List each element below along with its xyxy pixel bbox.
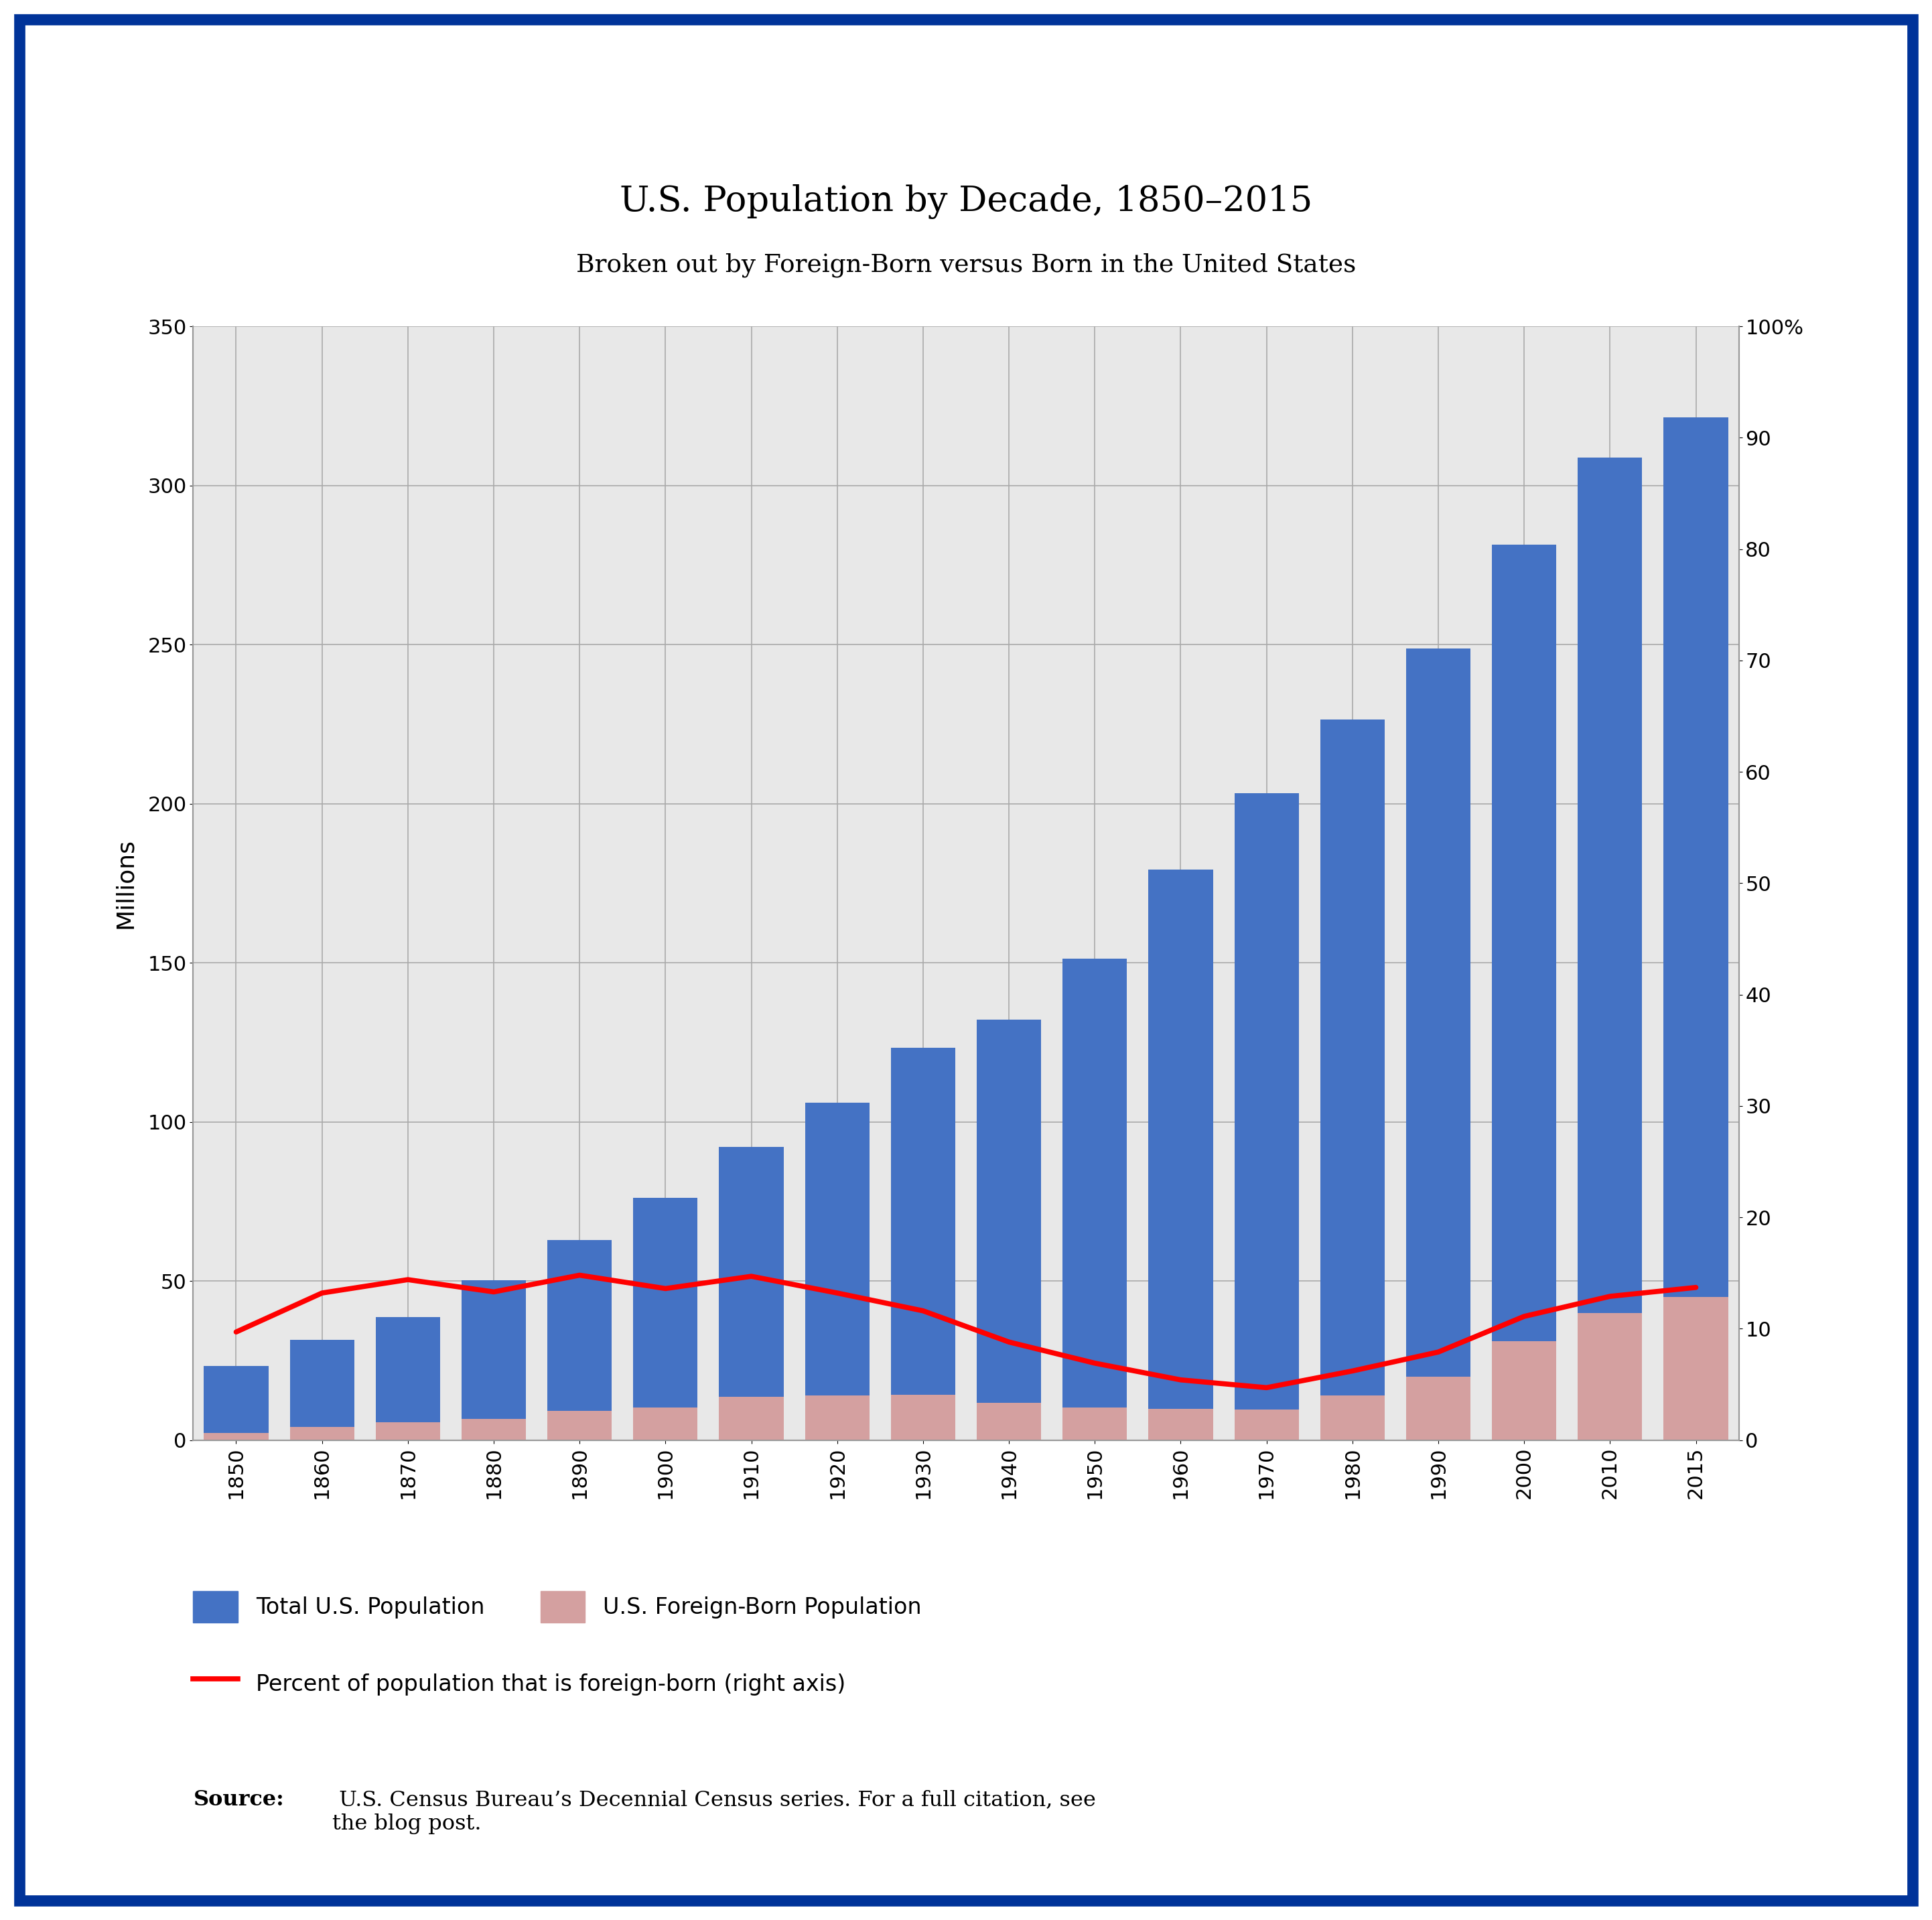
Bar [462,1419,526,1440]
Bar [719,1146,784,1440]
Bar [1578,457,1642,1440]
Bar [806,1396,869,1440]
Percent of population that is foreign-born (right axis) [568,1263,591,1286]
Text: U.S. Population by Decade, 1850–2015: U.S. Population by Decade, 1850–2015 [620,184,1312,219]
Percent of population that is foreign-born (right axis) [825,1281,848,1304]
Bar [290,1427,354,1440]
Percent of population that is foreign-born (right axis) [1426,1340,1449,1363]
Percent of population that is foreign-born (right axis) [396,1267,419,1290]
Bar [375,1423,440,1440]
Bar [1406,649,1470,1440]
Bar [1235,793,1298,1440]
Percent of population that is foreign-born (right axis) [1685,1277,1708,1300]
Bar [1320,720,1385,1440]
Bar [634,1198,697,1440]
Percent of population that is foreign-born (right axis) [1513,1306,1536,1329]
Bar [375,1317,440,1440]
Bar [1663,1296,1727,1440]
Bar [634,1407,697,1440]
Bar [1492,545,1557,1440]
Bar [1148,1409,1213,1440]
Bar [1578,1313,1642,1440]
Bar [205,1432,269,1440]
Bar [1320,1396,1385,1440]
Percent of population that is foreign-born (right axis) [311,1281,334,1304]
Text: Source:: Source: [193,1789,284,1811]
Percent of population that is foreign-born (right axis) [1341,1359,1364,1382]
Bar [1663,417,1727,1440]
Bar [978,1020,1041,1440]
Bar [978,1404,1041,1440]
Legend: Total U.S. Population, U.S. Foreign-Born Population: Total U.S. Population, U.S. Foreign-Born… [193,1592,922,1622]
Bar [806,1102,869,1440]
Percent of population that is foreign-born (right axis) [224,1321,247,1344]
Line: Percent of population that is foreign-born (right axis): Percent of population that is foreign-bo… [236,1275,1696,1388]
Percent of population that is foreign-born (right axis) [997,1331,1020,1354]
Bar [1063,958,1126,1440]
Bar [1148,870,1213,1440]
Percent of population that is foreign-born (right axis) [483,1281,506,1304]
Bar [1492,1340,1557,1440]
Bar [547,1411,612,1440]
Y-axis label: Millions: Millions [114,837,137,929]
Percent of population that is foreign-born (right axis) [740,1265,763,1288]
Percent of population that is foreign-born (right axis) [1084,1352,1107,1375]
Legend: Percent of population that is foreign-born (right axis): Percent of population that is foreign-bo… [193,1668,846,1699]
Bar [1406,1377,1470,1440]
Percent of population that is foreign-born (right axis) [1256,1377,1279,1400]
Bar [1235,1409,1298,1440]
Text: Broken out by Foreign-Born versus Born in the United States: Broken out by Foreign-Born versus Born i… [576,253,1356,276]
Bar [290,1340,354,1440]
Percent of population that is foreign-born (right axis) [653,1277,676,1300]
Bar [719,1398,784,1440]
Bar [891,1394,954,1440]
Text: U.S. Census Bureau’s Decennial Census series. For a full citation, see
the blog : U.S. Census Bureau’s Decennial Census se… [332,1789,1095,1834]
Bar [462,1281,526,1440]
Percent of population that is foreign-born (right axis) [1169,1369,1192,1392]
Percent of population that is foreign-born (right axis) [1598,1284,1621,1308]
Bar [1063,1407,1126,1440]
Percent of population that is foreign-born (right axis) [912,1300,935,1323]
Bar [547,1240,612,1440]
Bar [205,1367,269,1440]
Bar [891,1048,954,1440]
